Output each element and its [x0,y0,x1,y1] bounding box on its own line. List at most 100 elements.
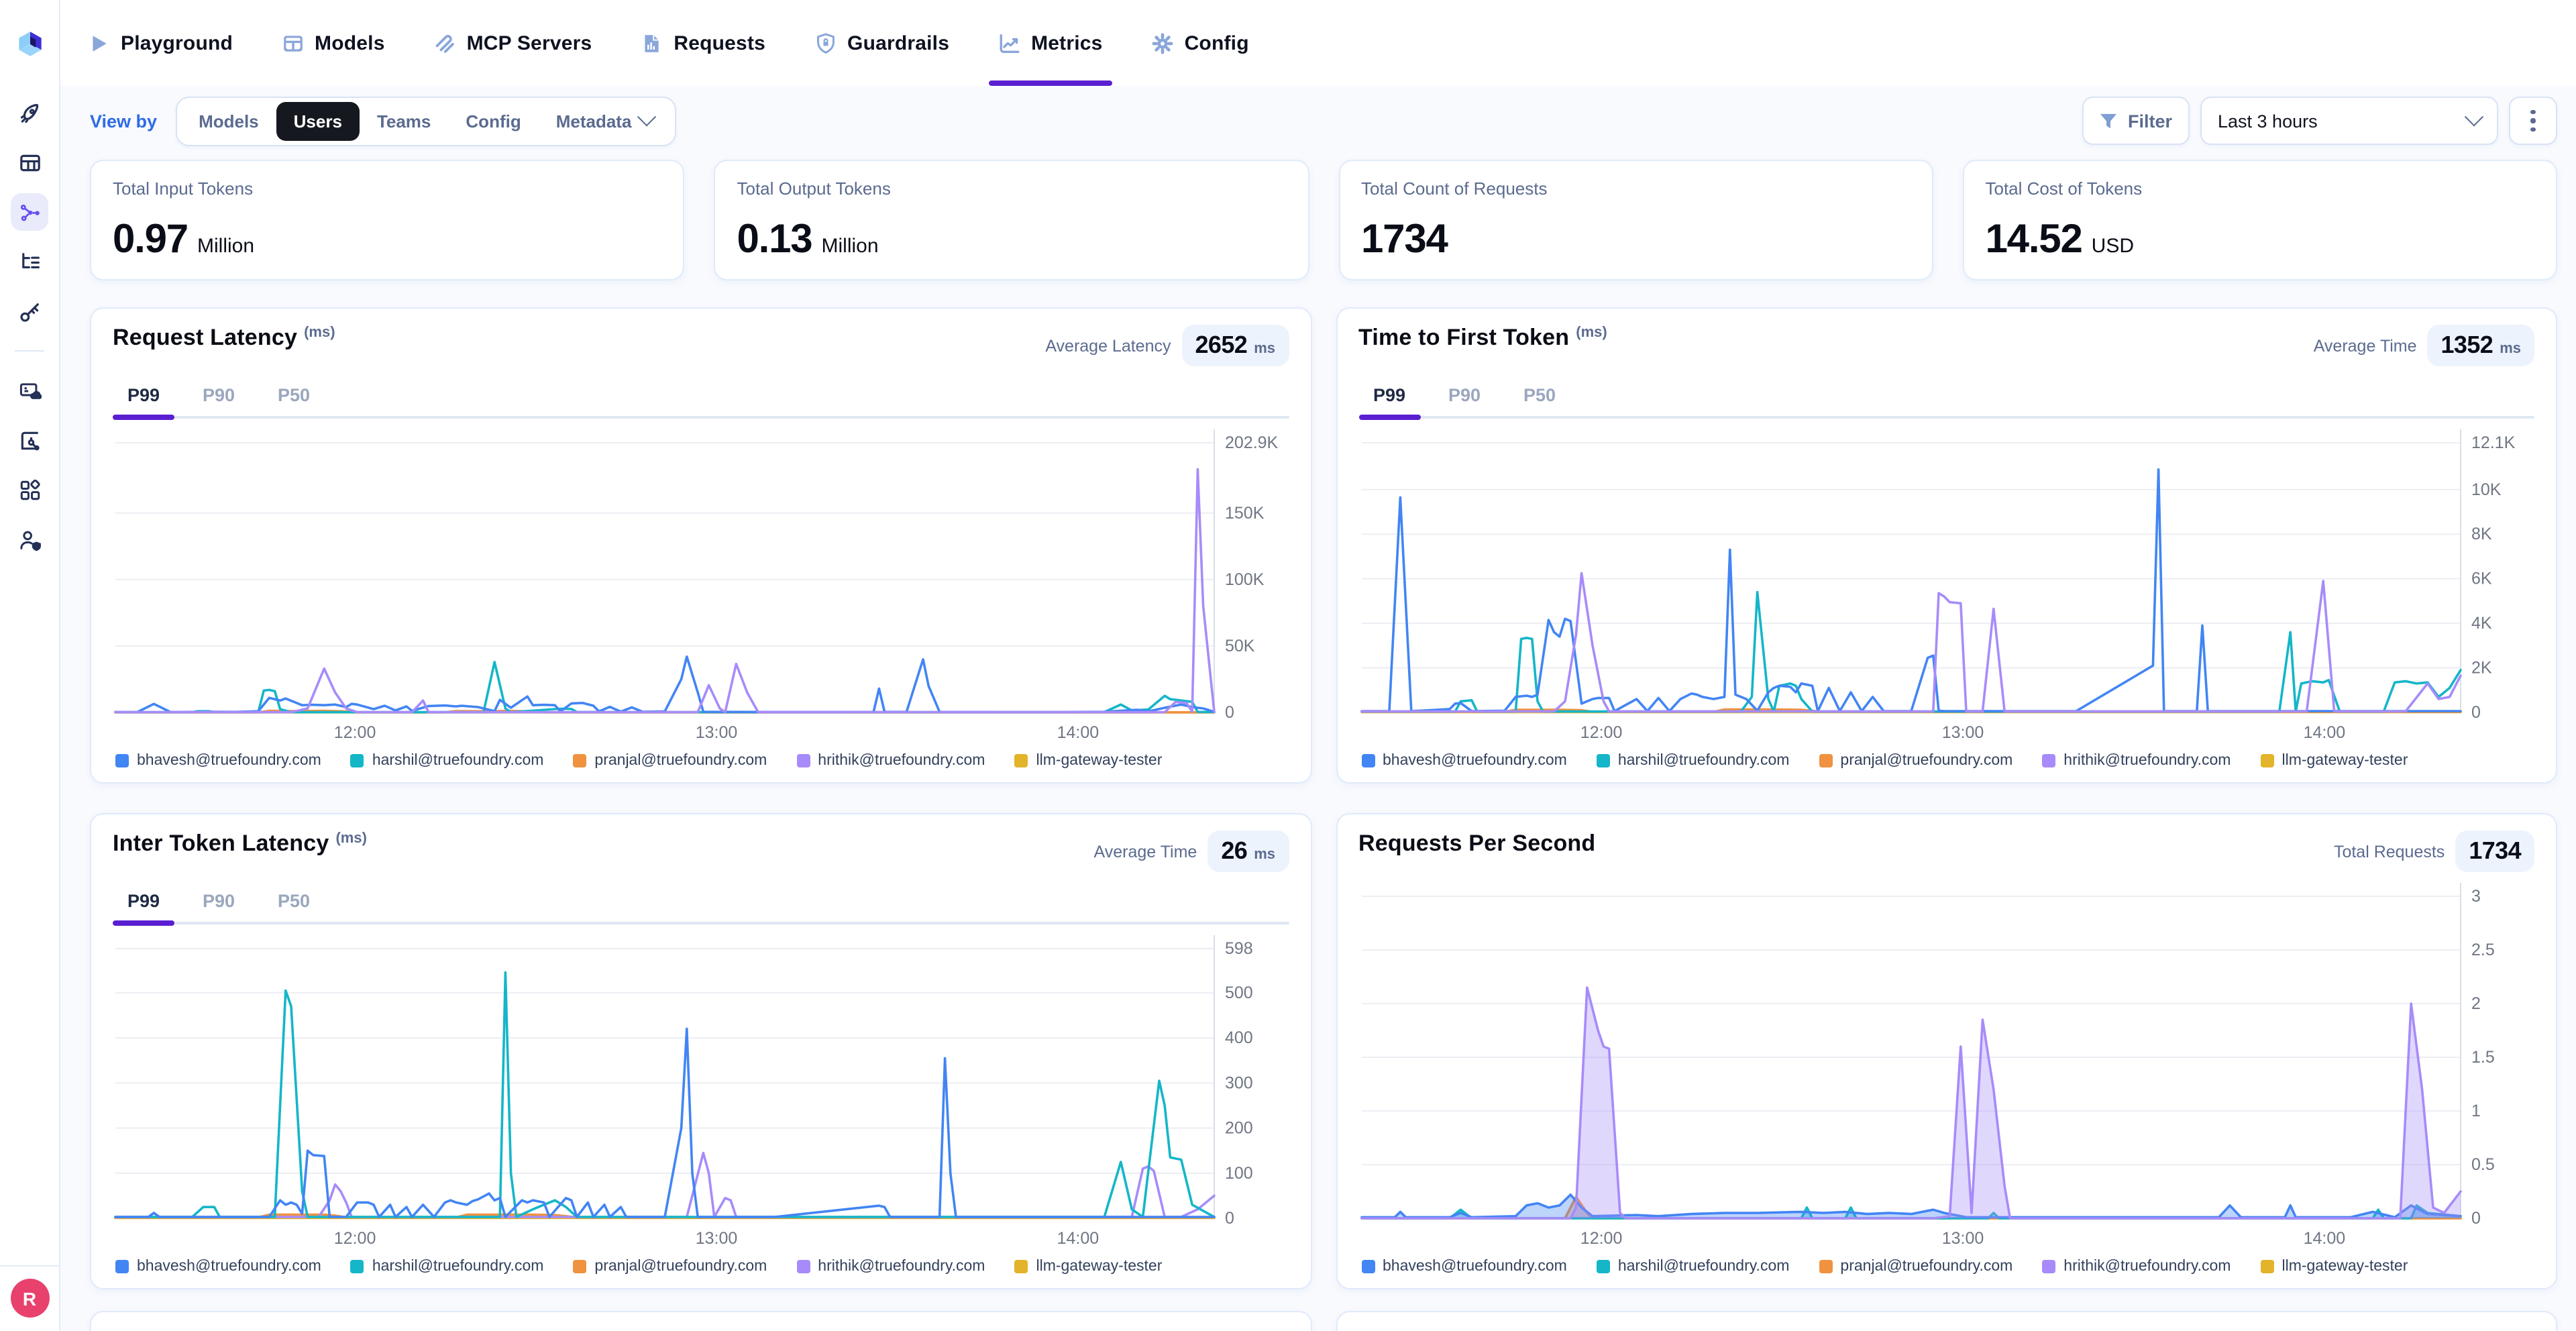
sidebar-item-hierarchy[interactable] [11,243,48,280]
svg-text:200: 200 [1225,1119,1253,1138]
segment-users[interactable]: Users [276,101,360,140]
truefoundry-logo[interactable] [0,0,59,86]
tab-p50[interactable]: P50 [277,385,311,405]
sidebar-item-gateway[interactable] [11,193,48,231]
tab-p90[interactable]: P90 [1448,385,1481,405]
stat-unit: Million [197,235,255,258]
legend-item[interactable]: harshil@truefoundry.com [350,753,543,769]
legend-item[interactable]: pranjal@truefoundry.com [573,753,767,769]
nav-item-playground[interactable]: Playground [87,0,233,86]
legend-item[interactable]: pranjal@truefoundry.com [573,1259,767,1275]
nav-item-requests[interactable]: Requests [640,0,765,86]
legend-item[interactable]: harshil@truefoundry.com [350,1259,543,1275]
legend-item[interactable]: bhavesh@truefoundry.com [115,1259,321,1275]
legend-item[interactable]: hrithik@truefoundry.com [796,1259,985,1275]
chevron-down-icon [2464,107,2484,127]
next-row-partial [59,1289,2576,1331]
chart-unit: (ms) [1576,325,1607,341]
svg-text:150K: 150K [1225,504,1265,523]
sidebar-item-ml-repos[interactable] [11,421,48,459]
legend-item[interactable]: harshil@truefoundry.com [1596,1259,1790,1275]
sidebar-item-models[interactable] [11,144,48,181]
legend-item[interactable]: bhavesh@truefoundry.com [1361,1259,1567,1275]
left-sidebar: R [0,0,60,1331]
table-icon [19,154,40,171]
metadata-label: Metadata [555,111,632,131]
grid-table-icon [281,32,304,54]
avg-latency-value: 2652 [1195,331,1248,358]
nav-item-guardrails[interactable]: Guardrails [814,0,949,86]
nav-item-config[interactable]: Config [1151,0,1249,86]
svg-text:10K: 10K [2471,480,2501,499]
time-to-first-token-plot[interactable]: 0 2K 4K 6K 8K 10K 12.1K 12:00 13:00 14:00 [1358,424,2534,747]
svg-text:13:00: 13:00 [1941,1229,1984,1248]
sidebar-item-user-access[interactable] [11,521,48,558]
tab-p99[interactable]: P99 [127,385,160,405]
inter-token-latency-plot[interactable]: 0 100 200 300 400 500 598 12:00 13:00 14:00 [113,930,1289,1253]
filter-button[interactable]: Filter [2082,97,2190,145]
segment-metadata[interactable]: Metadata [539,101,671,140]
sidebar-item-integrations[interactable] [11,471,48,509]
nav-item-models[interactable]: Models [281,0,385,86]
legend-item[interactable]: llm-gateway-tester [1014,753,1162,769]
svg-text:50K: 50K [1225,637,1255,655]
avg-latency-badge: 2652 ms [1181,325,1289,366]
legend-item[interactable]: llm-gateway-tester [1014,1259,1162,1275]
user-shield-icon [19,530,40,551]
tab-p50[interactable]: P50 [277,891,311,911]
legend-label: llm-gateway-tester [2282,1259,2408,1275]
legend-item[interactable]: hrithik@truefoundry.com [2042,753,2231,769]
stat-card-request-count: Total Count of Requests 1734 [1338,160,1933,280]
requests-per-second-plot[interactable]: 0 0.5 1 1.5 2 2.5 3 12:00 13:00 14:00 [1358,877,2534,1253]
legend-item[interactable]: bhavesh@truefoundry.com [115,753,321,769]
legend-label: harshil@truefoundry.com [1617,1259,1790,1275]
segment-config[interactable]: Config [466,111,521,131]
more-options-button[interactable] [2509,97,2557,145]
chart-legend: bhavesh@truefoundry.com harshil@truefound… [113,1253,1289,1275]
request-latency-plot[interactable]: 0 50K 100K 150K 202.9K 12:00 13:00 14:00 [113,424,1289,747]
legend-label: hrithik@truefoundry.com [818,753,985,769]
tab-p90[interactable]: P90 [202,891,235,911]
legend-item[interactable]: pranjal@truefoundry.com [1819,753,2012,769]
sidebar-item-deployments[interactable] [11,372,48,409]
main-content: View by Models Users Teams Config Metada… [59,86,2576,1331]
svg-text:13:00: 13:00 [696,723,738,742]
total-requests-badge: 1734 [2455,831,2534,872]
shield-lock-icon [814,32,837,54]
segment-models[interactable]: Models [199,111,259,131]
avg-time-badge: 26 ms [1208,831,1289,872]
nav-item-metrics[interactable]: Metrics [988,0,1113,86]
summary-stats-row: Total Input Tokens 0.97 Million Total Ou… [59,156,2576,280]
chart-title: Requests Per Second [1358,831,1596,856]
legend-item[interactable]: llm-gateway-tester [2260,753,2408,769]
tab-p99[interactable]: P99 [127,891,160,911]
legend-swatch [1361,754,1375,767]
legend-swatch [796,1260,810,1273]
view-by-label: View by [90,111,158,131]
stat-label: Total Count of Requests [1361,178,1548,199]
legend-item[interactable]: pranjal@truefoundry.com [1819,1259,2012,1275]
legend-label: pranjal@truefoundry.com [1840,753,2013,769]
legend-item[interactable]: llm-gateway-tester [2260,1259,2408,1275]
metrics-chart-icon [998,32,1020,54]
legend-label: bhavesh@truefoundry.com [137,1259,321,1275]
sidebar-item-launch[interactable] [11,94,48,131]
segment-teams[interactable]: Teams [376,111,431,131]
legend-item[interactable]: bhavesh@truefoundry.com [1361,753,1567,769]
legend-item[interactable]: harshil@truefoundry.com [1596,753,1789,769]
legend-label: hrithik@truefoundry.com [818,1259,985,1275]
tab-p90[interactable]: P90 [202,385,235,405]
legend-swatch [2042,754,2056,767]
legend-item[interactable]: hrithik@truefoundry.com [2042,1259,2231,1275]
legend-label: hrithik@truefoundry.com [2063,1259,2231,1275]
sidebar-item-secrets[interactable] [11,292,48,330]
user-avatar[interactable]: R [10,1279,49,1318]
legend-item[interactable]: hrithik@truefoundry.com [796,753,985,769]
tab-p99[interactable]: P99 [1373,385,1406,405]
apps-blocks-icon [19,478,40,500]
tab-p50[interactable]: P50 [1523,385,1556,405]
nav-label: Metrics [1031,32,1103,54]
nav-item-mcp-servers[interactable]: MCP Servers [433,0,592,86]
time-range-select[interactable]: Last 3 hours [2200,97,2498,145]
stat-value: 0.97 [113,217,189,262]
